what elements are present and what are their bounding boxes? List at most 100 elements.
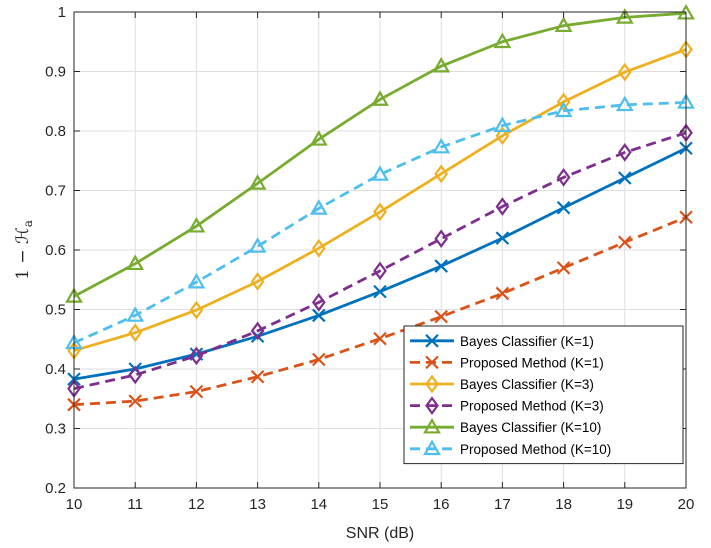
data-point [556, 261, 571, 275]
data-point [371, 90, 389, 106]
legend-marker [423, 417, 441, 434]
x-tick-label: 12 [188, 496, 205, 513]
data-point [618, 235, 632, 250]
y-axis-label: 1 − ℋa [13, 220, 35, 280]
data-point [373, 261, 387, 281]
legend-label: Bayes Classifier (K=10) [460, 420, 601, 435]
legend-box [403, 325, 684, 465]
data-point [495, 197, 510, 216]
data-point [250, 321, 265, 341]
y-axis-label-subscript: a [21, 220, 35, 227]
y-tick-label: 0.3 [45, 421, 66, 438]
x-tick-label: 20 [678, 496, 695, 513]
data-point [309, 199, 328, 215]
data-point [554, 16, 573, 33]
legend-marker [423, 439, 441, 456]
legend-marker [425, 334, 439, 348]
data-point [373, 284, 387, 299]
series-line [73, 131, 687, 391]
data-point [434, 164, 449, 184]
legend-item: Bayes Classifier (K=10) [410, 417, 601, 435]
series-3 [67, 40, 693, 360]
data-point [309, 130, 328, 146]
data-point [434, 259, 448, 273]
x-axis-label: SNR (dB) [346, 525, 414, 542]
data-point [189, 300, 204, 320]
x-tick-label: 11 [127, 496, 143, 513]
series-6 [65, 93, 695, 350]
data-point [250, 272, 265, 291]
legend-marker [425, 355, 439, 370]
legend-marker [425, 374, 439, 394]
data-point [615, 8, 634, 24]
legend-marker [425, 396, 439, 415]
series-line [73, 48, 687, 352]
y-tick-label: 0.5 [45, 302, 66, 319]
data-point [189, 346, 204, 366]
series-line [73, 215, 687, 407]
data-point [556, 92, 571, 112]
x-tick-label: 19 [616, 496, 633, 513]
x-tick-label: 17 [494, 496, 511, 513]
x-tick-label: 13 [249, 496, 266, 513]
data-point [248, 237, 267, 253]
plot-series [65, 3, 695, 412]
axis-ticks: 10 11 12 13 14 15 16 17 18 19 20 0.2 0.3 0.4 0.5 0.6 0.7… [45, 4, 694, 513]
data-point [373, 202, 387, 222]
data-point [128, 323, 143, 343]
y-tick-label: 0.8 [45, 123, 66, 140]
y-tick-label: 0.7 [45, 183, 66, 200]
data-point [311, 292, 326, 312]
data-point [618, 171, 632, 185]
data-point [189, 384, 204, 399]
series-line [73, 11, 687, 298]
data-point [187, 272, 206, 289]
series-line [73, 101, 687, 345]
legend: Bayes Classifier (K=1) Proposed Method (K… [403, 325, 684, 465]
legend-label: Proposed Method (K=3) [460, 399, 604, 414]
x-tick-label: 10 [66, 496, 83, 513]
data-point [617, 62, 632, 82]
data-point [434, 229, 449, 249]
data-point [432, 137, 451, 154]
data-point [373, 331, 387, 346]
data-point [126, 306, 145, 322]
x-tick-label: 14 [310, 496, 327, 513]
legend-label: Proposed Method (K=1) [460, 355, 604, 370]
legend-label: Proposed Method (K=10) [460, 442, 611, 457]
y-tick-label: 0.4 [45, 361, 66, 378]
legend-item: Proposed Method (K=1) [410, 355, 604, 370]
legend-label: Bayes Classifier (K=1) [460, 334, 594, 349]
x-tick-label: 15 [372, 496, 389, 513]
data-point [312, 352, 326, 367]
legend-label: Bayes Classifier (K=3) [460, 377, 594, 392]
legend-item: Proposed Method (K=3) [410, 396, 604, 415]
y-tick-label: 0.9 [45, 64, 66, 81]
data-point [128, 394, 142, 408]
data-point [371, 165, 389, 181]
series-5 [65, 3, 695, 303]
data-point [556, 168, 571, 187]
data-point [615, 95, 634, 112]
data-point [554, 101, 573, 118]
x-tick-label: 18 [555, 496, 572, 513]
data-point [311, 238, 326, 258]
data-point [248, 174, 267, 190]
data-point [493, 32, 512, 49]
data-point [312, 308, 326, 323]
data-point [495, 231, 510, 245]
data-point [495, 286, 510, 301]
legend-item: Bayes Classifier (K=1) [410, 334, 594, 349]
data-point [495, 126, 510, 146]
data-point [617, 143, 632, 162]
y-tick-label: 0.6 [45, 242, 66, 259]
data-point [493, 116, 512, 132]
data-point [128, 365, 143, 385]
data-point [434, 309, 448, 324]
data-point [432, 56, 451, 73]
y-tick-label: 0.2 [45, 480, 66, 497]
data-point [187, 216, 206, 233]
y-tick-label: 1 [58, 4, 66, 21]
legend-item: Bayes Classifier (K=3) [410, 374, 594, 394]
